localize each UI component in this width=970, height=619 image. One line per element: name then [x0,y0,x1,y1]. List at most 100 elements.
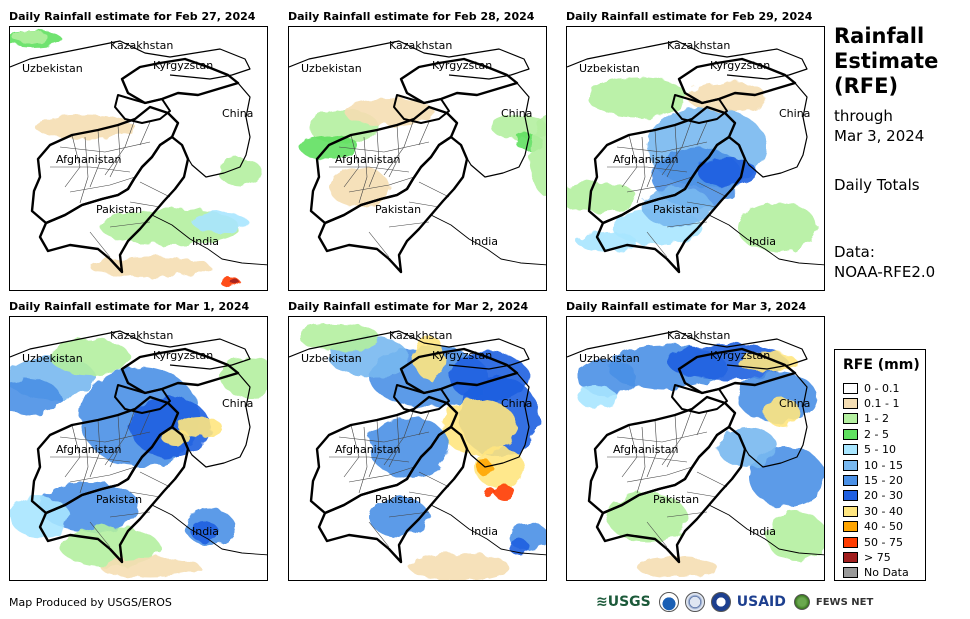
china-label: China [779,397,811,410]
kazakhstan-label: Kazakhstan [389,329,453,342]
india-label: India [192,235,219,248]
pakistan-border [38,135,190,274]
india-label: India [749,525,776,538]
province-boundary [89,231,111,258]
rainfall-area [577,232,637,252]
rainfall-area [577,387,617,407]
data-label: Data: [834,243,875,261]
kyrgyzstan-label: Kyrgyzstan [153,59,214,72]
rainfall-area [10,379,60,415]
rainfall-area [491,115,546,139]
province-boundary [109,221,151,228]
province-boundary [626,176,693,193]
rainfall-area [642,187,712,227]
legend-label: 0 - 0.1 [864,381,900,395]
kyrgyzstan-border [677,347,797,395]
legend-swatch [843,505,858,517]
pakistan-label: Pakistan [96,203,143,216]
rainfall-area [441,399,517,455]
province-boundary [646,231,668,258]
pakistan-border [317,425,469,564]
province-boundary [129,201,161,208]
rainfall-area [494,484,514,500]
india-label: India [471,525,498,538]
rainfall-area [697,158,757,186]
province-boundary [408,201,440,208]
legend-item: 50 - 75 [843,535,903,549]
legend-swatch [843,459,858,471]
noaa-logo-icon [658,592,679,612]
province-boundary [89,129,101,188]
uzbekistan-label: Uzbekistan [22,62,83,75]
rainfall-map-mar-1: Kazakhstan Uzbekistan Kyrgyzstan China Afgha… [9,316,268,581]
province-boundary [338,431,430,443]
rainfall-area [231,279,239,285]
map-canvas [10,31,267,287]
india-label: India [471,235,498,248]
china-label: China [501,107,533,120]
rainfall-area [90,257,210,277]
province-boundary [368,129,380,188]
sidebar-totals: Daily Totals [834,176,920,194]
rainfall-area [409,553,509,580]
rainfall-area [749,447,824,507]
afghanistan-label: Afghanistan [335,153,401,166]
legend-item: 0 - 0.1 [843,381,899,395]
afghanistan-label: Afghanistan [613,443,679,456]
legend-label: 5 - 10 [864,443,896,457]
sidebar-through: through Mar 3, 2024 [834,106,924,146]
province-boundary [666,221,708,228]
china-label: China [501,397,533,410]
kazakhstan-border [289,330,530,370]
partner-logos: ≋USGS USAID FEWS NET [596,591,873,613]
province-boundary [59,141,151,153]
uzbekistan-label: Uzbekistan [579,352,640,365]
pakistan-border [38,425,190,564]
kyrgyzstan-label: Kyrgyzstan [432,349,493,362]
legend-swatch [843,551,858,563]
province-boundary [368,231,390,258]
legend-swatch [843,413,858,425]
rainfall-area [178,417,222,437]
rainfall-map-feb-29: Kazakhstan Uzbekistan Kyrgyzstan China Afgha… [566,26,825,291]
province-boundary [368,419,380,478]
kyrgyzstan-border [120,347,240,395]
kyrgyzstan-border [399,347,519,395]
sidebar-data: Data: NOAA-RFE2.0 [834,242,935,282]
province-boundary [79,426,89,494]
province-boundary [69,466,136,483]
province-boundary [50,456,131,463]
legend-label: 20 - 30 [864,489,903,503]
afghanistan-label: Afghanistan [56,443,122,456]
rainfall-area [191,522,219,542]
rainfall-area [567,182,637,212]
kyrgyzstan-label: Kyrgyzstan [153,349,214,362]
legend-item: 40 - 50 [843,520,903,534]
india-border [151,504,267,556]
rainfall-area [764,398,800,426]
rainfall-field [567,77,817,252]
kyrgyzstan-label: Kyrgyzstan [710,59,771,72]
province-boundary [388,414,400,468]
province-boundary [104,118,136,176]
china-label: China [222,107,254,120]
kazakhstan-label: Kazakhstan [667,329,731,342]
legend-swatch [843,474,858,486]
legend-item: > 75 [843,550,891,564]
panel-title-2: Daily Rainfall estimate for Feb 28, 2024 [288,10,535,23]
province-boundary [50,166,131,173]
map-credit: Map Produced by USGS/EROS [9,596,172,609]
kyrgyzstan-label: Kyrgyzstan [432,59,493,72]
panel-title-4: Daily Rainfall estimate for Mar 1, 2024 [9,300,250,313]
province-boundary [388,124,400,178]
map-canvas [289,40,546,274]
legend-item: 5 - 10 [843,443,896,457]
province-boundary [129,491,161,498]
legend-item: 0.1 - 1 [843,396,899,410]
india-border [708,214,824,266]
province-boundary [139,411,151,436]
through-label: through [834,107,893,125]
fews-net-globe-icon [793,594,810,610]
fews-net-logo: FEWS NET [815,596,874,608]
uzbekistan-label: Uzbekistan [579,62,640,75]
